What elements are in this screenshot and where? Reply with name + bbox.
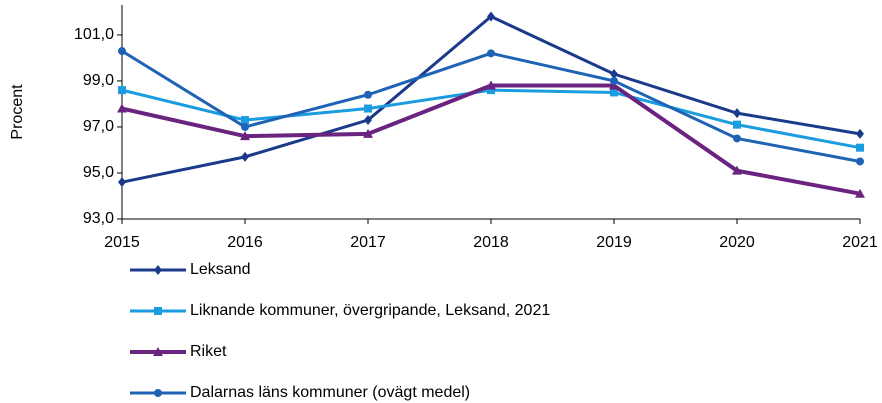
- x-tick-label: 2018: [473, 234, 509, 251]
- x-tick-label: 2021: [842, 234, 878, 251]
- marker: [610, 88, 618, 97]
- x-tick-label: 2017: [350, 234, 386, 251]
- x-tick-label: 2015: [104, 234, 140, 251]
- y-tick-label: 97,0: [83, 118, 114, 135]
- legend-label: Liknande kommuner, övergripande, Leksand…: [190, 302, 550, 319]
- marker: [487, 49, 495, 58]
- marker: [364, 90, 372, 99]
- y-axis-label: Procent: [9, 84, 26, 140]
- marker: [610, 76, 618, 85]
- marker: [153, 347, 163, 356]
- y-tick-label: 95,0: [83, 164, 114, 181]
- marker: [241, 122, 249, 131]
- y-tick-label: 93,0: [83, 210, 114, 227]
- marker: [154, 307, 162, 315]
- marker: [364, 104, 372, 113]
- marker: [487, 11, 495, 22]
- marker: [733, 120, 741, 129]
- marker: [363, 128, 373, 138]
- marker: [733, 134, 741, 143]
- x-tick-label: 2020: [719, 234, 755, 251]
- marker: [856, 128, 864, 139]
- marker: [154, 265, 162, 275]
- y-tick-label: 101,0: [74, 26, 114, 43]
- marker: [855, 188, 865, 198]
- marker: [610, 69, 618, 80]
- y-tick-label: 99,0: [83, 72, 114, 89]
- legend-label: Riket: [190, 343, 227, 360]
- marker: [240, 131, 250, 141]
- marker: [486, 80, 496, 90]
- marker: [118, 177, 126, 188]
- series-line: [121, 14, 861, 184]
- series-line: [121, 49, 861, 163]
- marker: [856, 157, 864, 166]
- marker: [118, 47, 126, 56]
- x-tick-label: 2016: [227, 234, 263, 251]
- marker: [487, 86, 495, 95]
- marker: [364, 115, 372, 126]
- legend-label: Dalarnas läns kommuner (ovägt medel): [190, 384, 470, 401]
- x-tick-label: 2019: [596, 234, 632, 251]
- marker: [732, 165, 742, 175]
- marker: [733, 108, 741, 119]
- marker: [154, 389, 162, 397]
- marker: [118, 86, 126, 95]
- marker: [241, 151, 249, 162]
- marker: [117, 103, 127, 113]
- marker: [856, 143, 864, 152]
- legend-label: Leksand: [190, 261, 251, 278]
- marker: [241, 116, 249, 125]
- marker: [609, 80, 619, 90]
